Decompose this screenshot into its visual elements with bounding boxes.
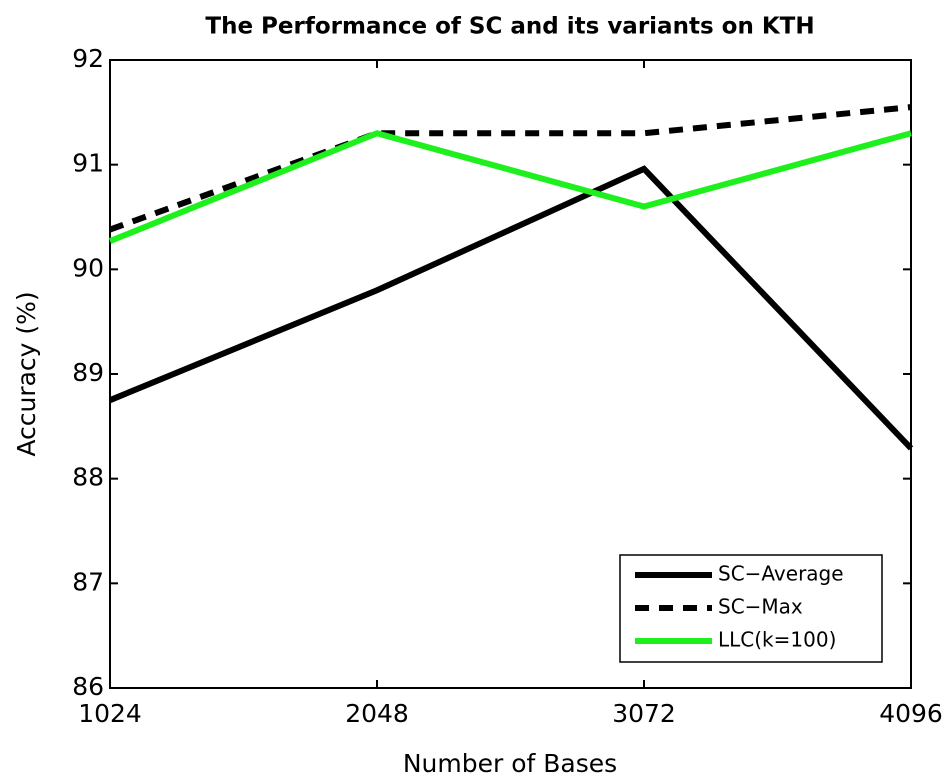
legend-label: LLC(k=100) (718, 628, 836, 652)
x-axis-label: Number of Bases (403, 749, 617, 778)
y-tick-label: 87 (72, 567, 104, 596)
line-series (108, 104, 912, 233)
chart-title: The Performance of SC and its variants o… (205, 14, 814, 40)
y-tick-label: 92 (72, 44, 104, 73)
y-tick-label: 86 (72, 672, 104, 701)
x-tick-label: 1024 (78, 699, 142, 728)
x-tick-label: 3072 (612, 699, 676, 728)
x-tick-label: 4096 (879, 699, 943, 728)
y-tick-label: 91 (72, 149, 104, 178)
y-tick-label: 89 (72, 358, 104, 387)
legend-label: SC−Average (718, 562, 844, 586)
line-series (108, 130, 912, 244)
x-tick-label: 2048 (345, 699, 409, 728)
y-tick-label: 90 (72, 253, 104, 282)
legend-label: SC−Max (718, 595, 803, 619)
y-tick-label: 88 (72, 463, 104, 492)
y-axis-label: Accuracy (%) (12, 291, 41, 456)
line-series (108, 165, 914, 451)
